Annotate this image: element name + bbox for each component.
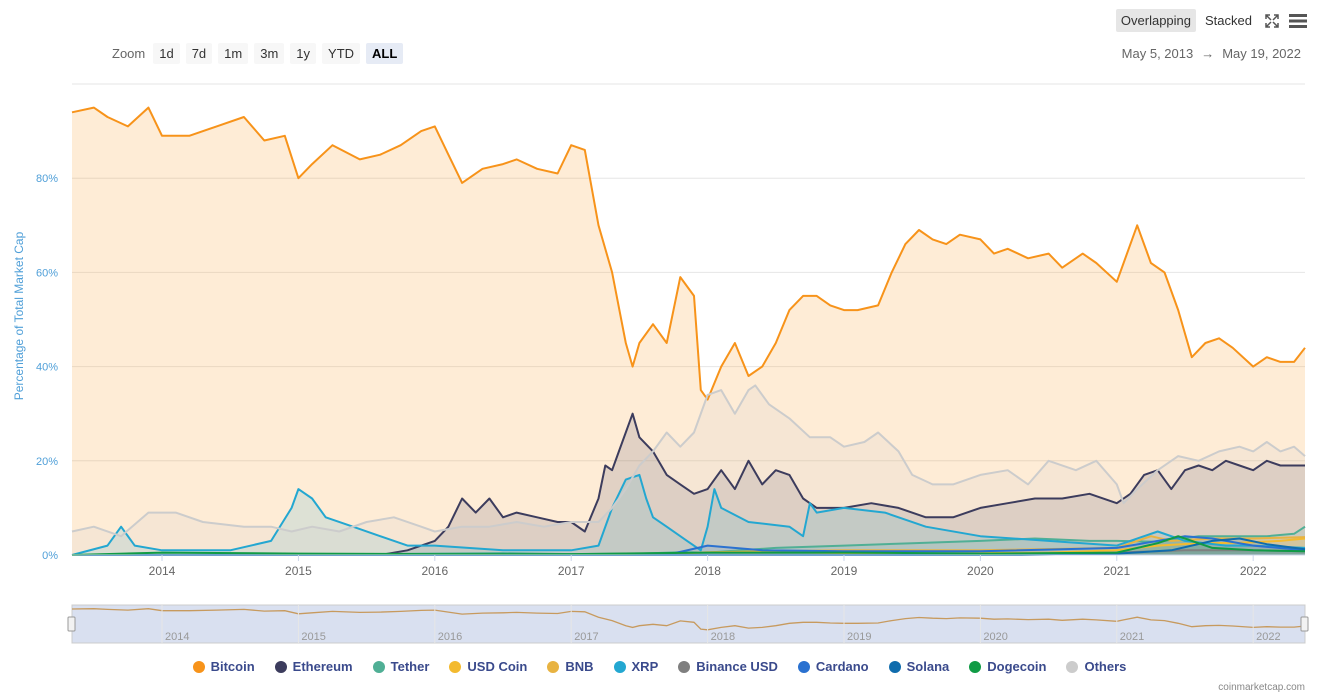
legend-marker (449, 660, 462, 673)
area-tether (72, 526, 1305, 555)
legend-label: Tether (390, 659, 430, 674)
x-tick-label: 2017 (558, 564, 585, 578)
legend-label: XRP (631, 659, 659, 674)
legend-item-bnb[interactable]: BNB (547, 659, 594, 674)
navigator-tick-label: 2019 (847, 631, 871, 643)
x-tick-label: 2014 (149, 564, 176, 578)
hamburger-menu-icon[interactable] (1287, 10, 1309, 32)
line-xrp[interactable] (71, 473, 1306, 556)
x-tick-label: 2015 (285, 564, 312, 578)
legend-item-tether[interactable]: Tether (372, 659, 430, 674)
legend-label: Binance USD (696, 659, 778, 674)
zoom-3m-button[interactable]: 3m (254, 43, 285, 64)
x-axis: 2014 2015 2016 2017 2018 2019 2020 2021 2022 (72, 554, 1305, 578)
legend-item-xrp[interactable]: XRP (613, 659, 659, 674)
x-tick-label: 2020 (967, 564, 994, 578)
navigator-left-handle[interactable] (67, 616, 76, 632)
legend-marker (969, 660, 982, 673)
view-mode-bar: Overlapping Stacked (1115, 9, 1309, 32)
zoom-label: Zoom (112, 46, 146, 61)
area-bitcoin (72, 107, 1305, 555)
legend-item-binance-usd[interactable]: Binance USD (678, 659, 778, 674)
y-axis-title: Percentage of Total Market Cap (12, 231, 26, 400)
zoom-ytd-button[interactable]: YTD (322, 43, 361, 64)
legend-label: Solana (906, 659, 950, 674)
fullscreen-icon[interactable] (1261, 10, 1283, 32)
overlapping-button[interactable]: Overlapping (1115, 9, 1197, 32)
legend-marker (678, 660, 691, 673)
area-solana (72, 538, 1305, 555)
line-dogecoin[interactable] (71, 535, 1306, 556)
legend-item-others[interactable]: Others (1066, 659, 1126, 674)
y-tick-label: 0% (42, 550, 58, 562)
legend-marker (1066, 660, 1079, 673)
navigator-tick-label: 2014 (165, 631, 189, 643)
legend-marker (372, 660, 385, 673)
zoom-7d-button[interactable]: 7d (185, 43, 213, 64)
navigator-tick-label: 2016 (438, 631, 462, 643)
navigator-tick-label: 2021 (1120, 631, 1144, 643)
area-others (72, 385, 1305, 555)
series-lines (71, 106, 1306, 556)
line-ethereum[interactable] (380, 412, 1305, 556)
navigator-tick-label: 2018 (711, 631, 735, 643)
legend-item-bitcoin[interactable]: Bitcoin (192, 659, 255, 674)
navigator-tick-label: 2020 (983, 631, 1007, 643)
navigator-series (71, 608, 1306, 631)
y-tick-label: 20% (36, 456, 58, 468)
y-tick-label: 40% (36, 362, 58, 374)
legend-label: Cardano (815, 659, 869, 674)
x-tick-label: 2019 (831, 564, 858, 578)
date-to[interactable]: May 19, 2022 (1222, 46, 1301, 61)
navigator[interactable]: 2014 2015 2016 2017 2018 2019 2020 2021 2022 (67, 604, 1309, 644)
legend-item-cardano[interactable]: Cardano (797, 659, 869, 674)
zoom-1y-button[interactable]: 1y (290, 43, 317, 64)
legend-item-solana[interactable]: Solana (888, 659, 950, 674)
y-tick-label: 80% (36, 173, 58, 185)
zoom-all-button[interactable]: ALL (366, 43, 404, 64)
area-usd-coin (72, 538, 1305, 555)
legend-marker (547, 660, 560, 673)
legend-marker (613, 660, 626, 673)
series-areas (72, 107, 1305, 555)
legend-label: Ethereum (292, 659, 353, 674)
legend-marker (192, 660, 205, 673)
navigator-tick-label: 2017 (574, 631, 598, 643)
legend-item-usd-coin[interactable]: USD Coin (449, 659, 527, 674)
date-arrow: → (1201, 46, 1215, 61)
legend-marker (274, 660, 287, 673)
stacked-button[interactable]: Stacked (1205, 13, 1252, 28)
line-bitcoin[interactable] (71, 106, 1306, 401)
legend-item-ethereum[interactable]: Ethereum (274, 659, 353, 674)
line-others[interactable] (71, 384, 1306, 538)
legend-marker (888, 660, 901, 673)
legend-label: Bitcoin (210, 659, 255, 674)
y-tick-label: 60% (36, 267, 58, 279)
legend: Bitcoin Ethereum Tether USD Coin BNB XRP Binan… (0, 659, 1319, 674)
zoom-bar: Zoom 1d 7d 1m 3m 1y YTD ALL (112, 43, 404, 64)
navigator-tick-label: 2015 (301, 631, 325, 643)
legend-label: Others (1084, 659, 1127, 674)
date-from[interactable]: May 5, 2013 (1121, 46, 1194, 61)
navigator-right-handle[interactable] (1300, 616, 1309, 632)
x-tick-label: 2018 (694, 564, 721, 578)
y-axis: 0% 20% 40% 60% 80% (36, 173, 58, 562)
legend-label: Dogecoin (987, 659, 1047, 674)
navigator-tick-label: 2022 (1256, 631, 1280, 643)
area-ethereum (380, 413, 1305, 555)
legend-label: BNB (565, 659, 594, 674)
x-tick-label: 2021 (1103, 564, 1130, 578)
zoom-1m-button[interactable]: 1m (218, 43, 249, 64)
legend-item-dogecoin[interactable]: Dogecoin (969, 659, 1046, 674)
x-tick-label: 2022 (1240, 564, 1267, 578)
legend-marker (797, 660, 810, 673)
credit: coinmarketcap.com (1218, 682, 1305, 693)
x-tick-label: 2016 (421, 564, 448, 578)
zoom-1d-button[interactable]: 1d (153, 43, 180, 64)
legend-label: USD Coin (467, 659, 528, 674)
date-range: May 5, 2013 → May 19, 2022 (1122, 46, 1301, 61)
